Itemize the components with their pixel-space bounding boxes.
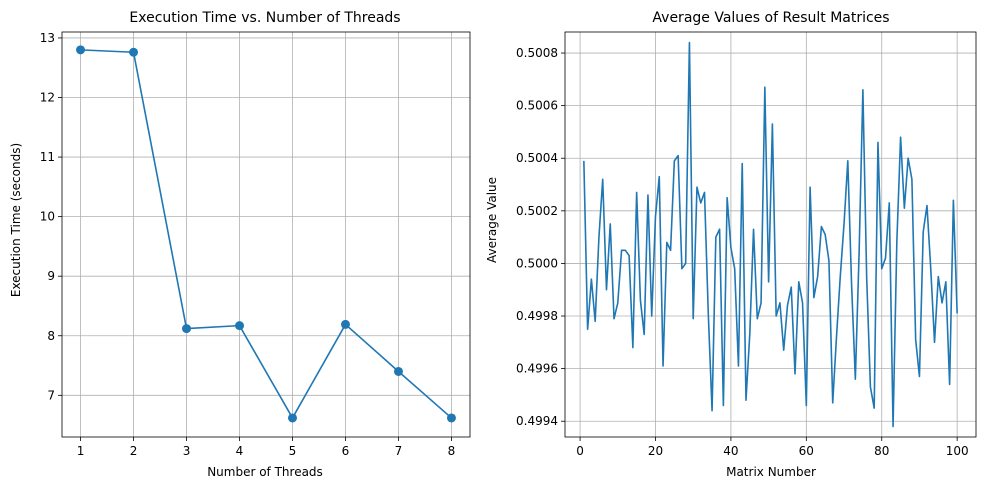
data-point: [76, 45, 86, 55]
y-tick-label: 0.5008: [516, 46, 558, 60]
x-tick-label: 5: [289, 444, 297, 458]
x-tick-label: 100: [946, 444, 969, 458]
y-tick-label: 13: [40, 31, 55, 45]
x-tick-label: 20: [648, 444, 663, 458]
y-tick-label: 0.4998: [516, 309, 558, 323]
y-tick-label: 0.5004: [516, 151, 558, 165]
x-tick-label: 4: [236, 444, 244, 458]
y-tick-label: 0.4994: [516, 414, 558, 428]
y-tick-label: 9: [47, 269, 55, 283]
y-tick-label: 0.4996: [516, 362, 558, 376]
y-tick-label: 12: [40, 91, 55, 105]
x-tick-label: 6: [342, 444, 350, 458]
y-tick-label: 0.5006: [516, 99, 558, 113]
y-tick-label: 0.5000: [516, 256, 558, 270]
x-axis-label: Matrix Number: [726, 465, 816, 479]
x-tick-label: 8: [448, 444, 456, 458]
series-line: [80, 49, 452, 419]
x-tick-label: 2: [130, 444, 138, 458]
data-point: [235, 321, 245, 331]
data-point: [129, 47, 139, 57]
execution-time-chart: Execution Time vs. Number of Threads Num…: [9, 10, 471, 479]
y-axis-label: Execution Time (seconds): [9, 143, 23, 297]
y-tick-label: 10: [40, 210, 55, 224]
data-point: [393, 366, 403, 376]
data-point: [182, 324, 192, 334]
x-tick-label: 1: [77, 444, 85, 458]
x-tick-label: 80: [874, 444, 889, 458]
data-point: [340, 319, 350, 329]
chart-title: Execution Time vs. Number of Threads: [129, 10, 400, 26]
x-tick-label: 0: [576, 444, 584, 458]
y-tick-label: 0.5002: [516, 204, 558, 218]
axes-frame: [564, 31, 977, 438]
x-tick-label: 40: [723, 444, 738, 458]
x-tick-label: 3: [183, 444, 191, 458]
y-tick-label: 11: [40, 150, 55, 164]
x-axis-label: Number of Threads: [207, 465, 323, 479]
series-line: [583, 41, 958, 428]
data-point: [287, 413, 297, 423]
average-values-chart: Average Values of Result Matrices Matrix…: [485, 10, 977, 479]
chart-title: Average Values of Result Matrices: [652, 10, 889, 26]
y-tick-label: 8: [47, 329, 55, 343]
y-tick-label: 7: [47, 388, 55, 402]
x-tick-label: 60: [799, 444, 814, 458]
y-axis-label: Average Value: [485, 177, 499, 263]
data-point: [446, 413, 456, 423]
axes-frame: [61, 31, 471, 438]
x-tick-label: 7: [395, 444, 403, 458]
